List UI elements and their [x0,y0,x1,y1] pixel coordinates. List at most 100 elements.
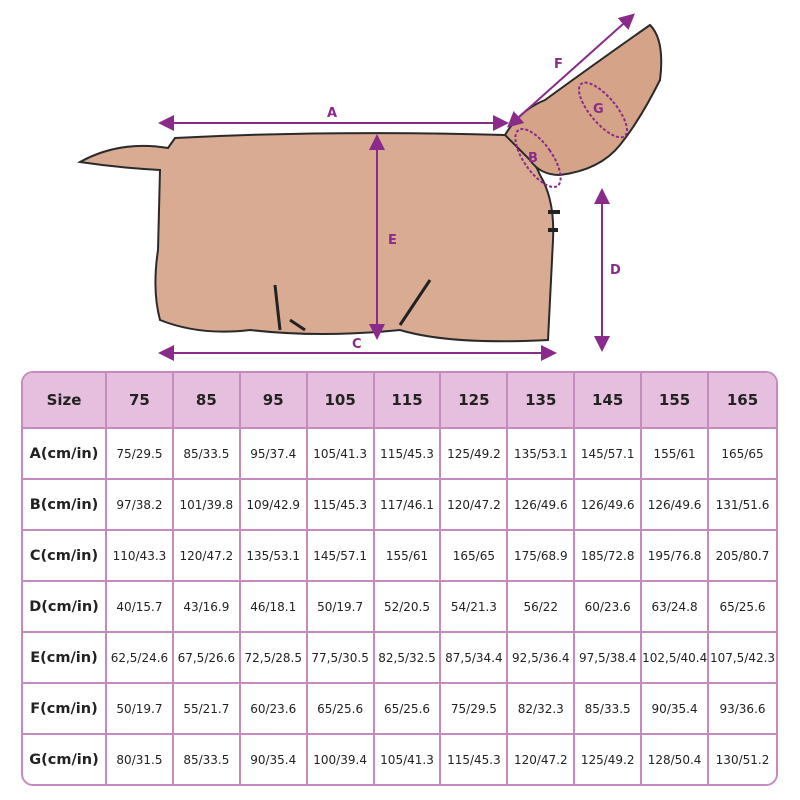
table-cell: 65/25.6 [709,582,776,633]
table-cell: 195/76.8 [642,531,710,582]
label-f: F [554,57,563,72]
table-cell: 145/57.1 [307,531,375,582]
table-cell: 97/38.2 [107,480,174,531]
table-cell: 56/22 [508,582,576,633]
table-cell: 43/16.9 [173,582,241,633]
table-cell: 60/23.6 [575,582,643,633]
row-label: F(cm/in) [23,684,107,735]
table-cell: 105/41.3 [375,735,442,784]
table-cell: 120/47.2 [441,480,509,531]
label-a: A [327,106,337,121]
table-row: C(cm/in) 110/43.3 120/47.2 135/53.1 145/57.1… [23,531,776,582]
table-cell: 107,5/42.3 [709,633,776,684]
table-cell: 82,5/32.5 [374,633,442,684]
size-column-header: 135 [508,373,576,429]
label-d: D [610,263,621,278]
table-row: F(cm/in) 50/19.7 55/21.7 60/23.6 65/25.6 65/2… [23,684,776,735]
table-cell: 185/72.8 [575,531,643,582]
table-cell: 46/18.1 [240,582,308,633]
size-column-header: 115 [374,373,442,429]
label-c: C [352,337,362,352]
table-cell: 80/31.5 [107,735,174,784]
label-g: G [593,102,604,117]
table-cell: 109/42.9 [240,480,308,531]
table-cell: 135/53.1 [508,429,576,480]
table-cell: 82/32.3 [508,684,576,735]
size-column-header: 75 [107,373,174,429]
table-cell: 72,5/28.5 [240,633,308,684]
label-b: B [528,151,538,166]
table-cell: 97,5/38.4 [575,633,643,684]
table-row: A(cm/in) 75/29.5 85/33.5 95/37.4 105/41.3 115… [23,429,776,480]
table-cell: 205/80.7 [709,531,776,582]
table-cell: 67,5/26.6 [173,633,241,684]
table-cell: 77,5/30.5 [307,633,375,684]
table-cell: 50/19.7 [307,582,375,633]
row-label: A(cm/in) [23,429,107,480]
table-cell: 85/33.5 [174,735,241,784]
table-row: E(cm/in) 62,5/24.6 67,5/26.6 72,5/28.5 77,5/… [23,633,776,684]
size-chart-table: Size 75 85 95 105 115 125 135 145 155 165 A(cm/in… [21,371,778,786]
table-cell: 90/35.4 [642,684,710,735]
row-label: C(cm/in) [23,531,107,582]
row-label: E(cm/in) [23,633,107,684]
size-header: Size [23,373,107,429]
table-cell: 120/47.2 [173,531,241,582]
table-cell: 110/43.3 [107,531,174,582]
table-row: G(cm/in) 80/31.5 85/33.5 90/35.4 100/39.4 105… [23,735,776,784]
row-label: G(cm/in) [23,735,107,784]
table-cell: 126/49.6 [575,480,643,531]
table-cell: 93/36.6 [709,684,776,735]
measure-labels: A B C D E F G [327,57,621,352]
size-column-header: 125 [441,373,509,429]
table-cell: 115/45.3 [374,429,442,480]
rug-body [76,23,663,343]
table-cell: 55/21.7 [173,684,241,735]
table-row: B(cm/in) 97/38.2 101/39.8 109/42.9 115/45.3 1… [23,480,776,531]
size-column-header: 145 [575,373,643,429]
table-cell: 120/47.2 [508,735,576,784]
table-cell: 90/35.4 [241,735,308,784]
table-cell: 145/57.1 [575,429,643,480]
table-cell: 155/61 [642,429,710,480]
table-cell: 40/15.7 [107,582,174,633]
size-column-header: 105 [307,373,375,429]
table-cell: 165/65 [709,429,776,480]
table-cell: 50/19.7 [107,684,174,735]
measure-lines [158,13,635,361]
table-cell: 54/21.3 [441,582,509,633]
table-cell: 52/20.5 [374,582,442,633]
row-label: D(cm/in) [23,582,107,633]
header-row: Size 75 85 95 105 115 125 135 145 155 165 [23,373,776,429]
size-column-header: 165 [709,373,776,429]
table-cell: 92,5/36.4 [508,633,576,684]
table-cell: 155/61 [374,531,442,582]
table-cell: 65/25.6 [374,684,442,735]
table-cell: 105/41.3 [307,429,375,480]
table-cell: 60/23.6 [240,684,308,735]
table-cell: 87,5/34.4 [441,633,509,684]
table-cell: 85/33.5 [575,684,643,735]
table-cell: 63/24.8 [642,582,710,633]
table-cell: 85/33.5 [173,429,241,480]
table-cell: 102,5/40.4 [642,633,710,684]
size-column-header: 85 [173,373,241,429]
table-cell: 115/45.3 [441,735,509,784]
table-cell: 125/49.2 [441,429,509,480]
horse-rug-illustration: A B C D E F G [76,13,663,361]
size-column-header: 95 [240,373,308,429]
table-cell: 101/39.8 [173,480,241,531]
table-cell: 135/53.1 [240,531,308,582]
table-cell: 75/29.5 [441,684,509,735]
table-cell: 126/49.6 [508,480,576,531]
table-cell: 75/29.5 [107,429,174,480]
table-cell: 95/37.4 [240,429,308,480]
table-cell: 117/46.1 [374,480,442,531]
table-cell: 130/51.2 [715,752,770,767]
table-row: D(cm/in) 40/15.7 43/16.9 46/18.1 50/19.7 52/2… [23,582,776,633]
table-cell: 100/39.4 [308,735,375,784]
table-cell: 131/51.6 [709,480,776,531]
table-cell: 175/68.9 [508,531,576,582]
table-cell: 65/25.6 [307,684,375,735]
table-cell: 62,5/24.6 [107,633,174,684]
